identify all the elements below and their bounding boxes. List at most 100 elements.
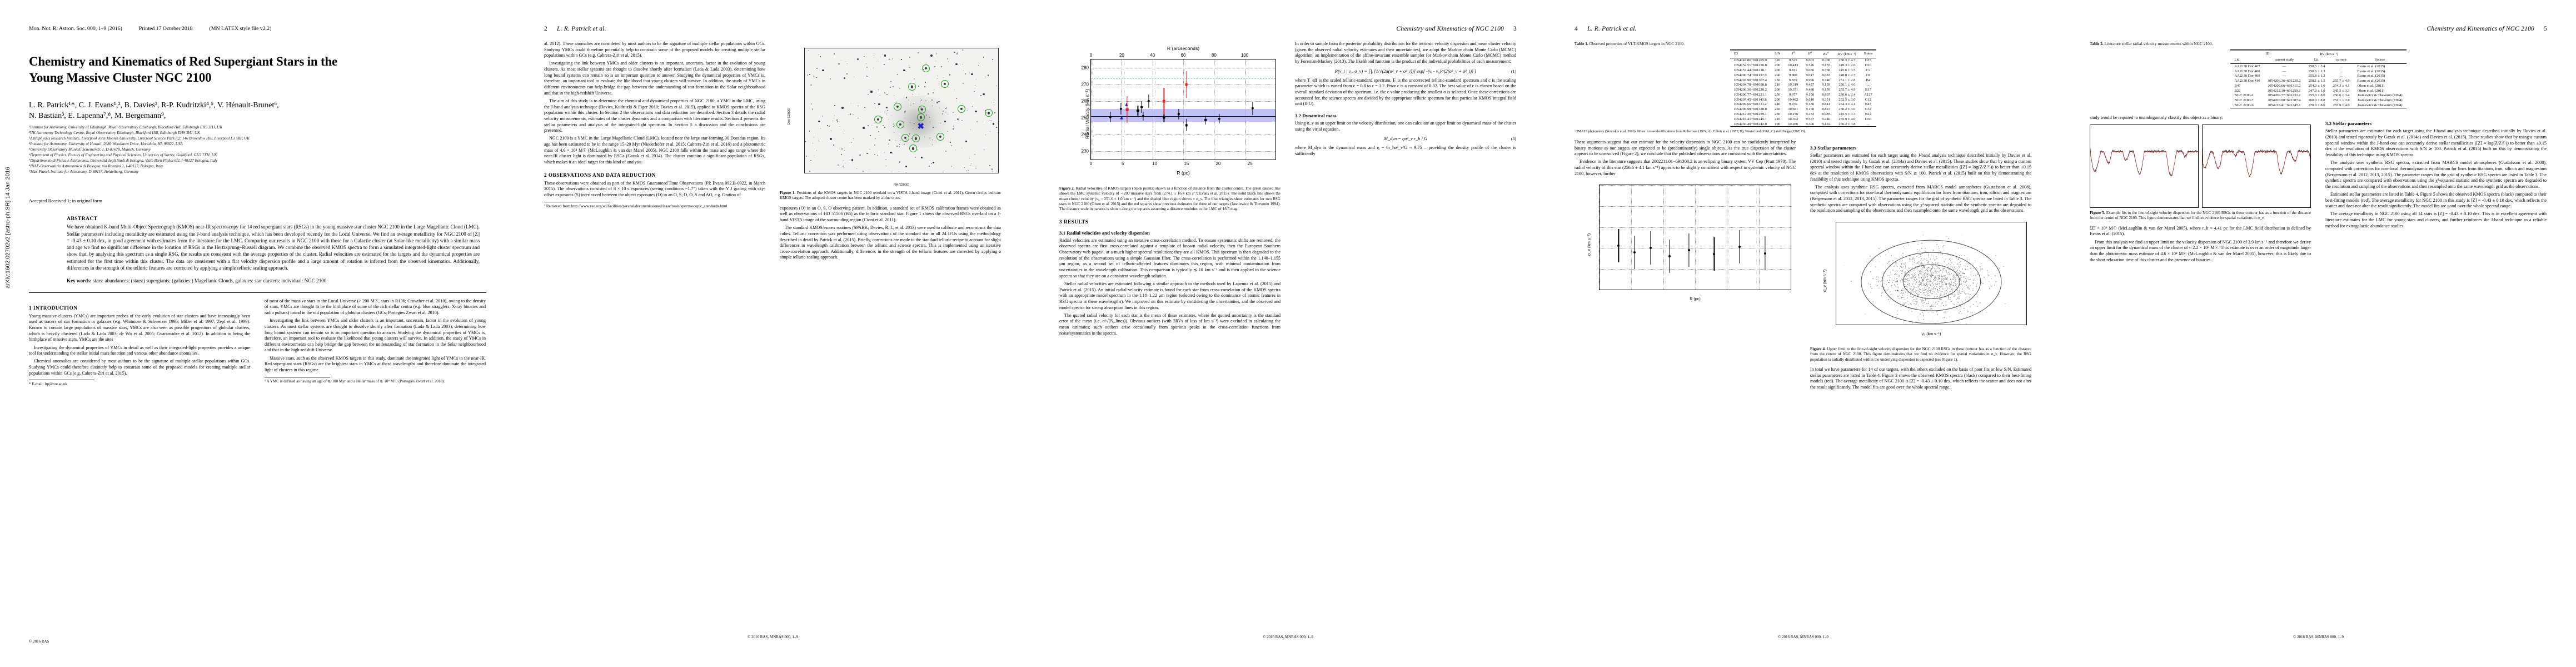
table-2: ID RV (km s⁻¹) Lit. current study Lit. curren… — [2230, 49, 2406, 109]
page-number: 2 — [544, 26, 547, 32]
data-point-square — [1125, 108, 1129, 111]
bright-field-star — [822, 69, 824, 72]
running-head-text: Chemistry and Kinematics of NGC 2100 — [2426, 26, 2534, 32]
field-star — [843, 160, 845, 161]
table-cell: 250.6 ± 3.4 — [1838, 92, 1856, 97]
field-star — [805, 141, 806, 142]
table-row: NGC 2100-7 J054203.90−691307.4 260.0 ± 8.0… — [2230, 98, 2406, 103]
subsection-heading-stellar-parameters: 3.3 Stellar parameters — [2325, 121, 2372, 127]
field-star — [857, 105, 859, 107]
running-head: Chemistry and Kinematics of NGC 2100 5 — [2090, 26, 2547, 33]
field-star — [909, 56, 910, 58]
paragraph: The average metallicity in NGC 2100 usin… — [2325, 211, 2547, 228]
figure-2-xlabel-bottom: R (pc) — [1177, 170, 1190, 176]
paragraph: In total we have parameters for 14 of ou… — [1810, 367, 2031, 390]
table-cell: 255.8 ± 1.2 — [2308, 74, 2325, 78]
data-point-circle — [1142, 115, 1145, 118]
figure-5-plot — [2090, 125, 2311, 208]
table-cell: 248.8 ± 2.7 — [1838, 73, 1856, 77]
table-cell: 250 — [1775, 92, 1781, 97]
table-cell: 249.3 ± 2.6 — [1838, 63, 1856, 68]
table-cell: J054203.90−691307.4 — [1733, 78, 1767, 82]
posterior-sample-point — [1970, 322, 1971, 324]
table-row: B47 J054209.66−691311.2 254.0 ± 1.0 254.3 ±… — [2230, 83, 2406, 88]
running-head-text: Chemistry and Kinematics of NGC 2100 — [1396, 26, 1504, 32]
kmos-target-circle — [908, 83, 916, 91]
posterior-sample-point — [1892, 317, 1894, 318]
abstract-block: ABSTRACT We have obtained K-band Multi-O… — [29, 216, 486, 285]
page-5: Chemistry and Kinematics of NGC 2100 5 T… — [2061, 0, 2576, 667]
field-star — [929, 165, 930, 167]
table-cell: Evans et al. (2015) — [2357, 79, 2385, 83]
field-star — [834, 105, 835, 106]
field-star — [914, 123, 915, 125]
table-1-header: S/N — [1774, 52, 1781, 56]
field-star — [869, 149, 870, 150]
field-star — [870, 135, 871, 137]
field-star — [899, 140, 901, 142]
field-star — [841, 154, 842, 156]
field-star — [974, 154, 975, 155]
table-cell: 9.159 — [1822, 83, 1831, 87]
table-cell: 9.396 — [1806, 122, 1815, 126]
field-star — [932, 127, 934, 128]
column-left: These arguments suggest that our estimat… — [1575, 140, 1796, 313]
figure-3-ylabel: σ_v (km s⁻¹) — [1586, 233, 1592, 256]
table-cell: J054204.78−691058.8 — [1733, 83, 1767, 87]
field-star — [956, 52, 958, 53]
table-cell: 10.413 — [1788, 63, 1798, 68]
field-star — [878, 61, 880, 62]
field-star — [888, 143, 890, 145]
field-star — [931, 99, 933, 101]
field-star — [954, 52, 955, 53]
affiliation-7: ⁷Dipartimento di Fisica e Astronomia, Un… — [29, 158, 218, 163]
affiliation-1: ¹Institute for Astronomy, University of … — [29, 125, 223, 130]
kmos-target-circle — [984, 109, 993, 117]
field-star — [956, 98, 957, 99]
table-cell: 256.1 ± 4.0 — [1838, 83, 1856, 87]
column-right: of most of the massive stars in the Loca… — [265, 298, 486, 384]
figure-2-ytick: 260 — [1081, 98, 1089, 104]
field-star — [942, 113, 944, 115]
field-star — [924, 82, 926, 83]
figure-3-xlabel: R (pc) — [1690, 296, 1701, 302]
field-star — [805, 155, 807, 157]
kmos-target-circle — [916, 113, 925, 122]
table-cell: 200 — [1775, 63, 1781, 68]
running-head-text: L. R. Patrick et al. — [1587, 26, 1637, 32]
paragraph: Radial velocities are estimated using an… — [1059, 237, 1280, 278]
paragraph: In order to sample from the posterior pr… — [1295, 41, 1516, 64]
data-point-circle — [1633, 251, 1636, 253]
table-row: J054209.66−691311.2 240 9.976 9.136 8.841 254… — [1730, 102, 1876, 107]
affiliation-4: ⁴Institute for Astronomy, University of … — [29, 141, 183, 146]
field-star — [834, 115, 835, 116]
table-1-wrapper: ID S/N Ja Ha Kₕa RV (km s⁻¹) Notes J054147.86−6… — [1575, 49, 2032, 134]
field-star — [866, 66, 868, 68]
table-cell: 254.3 ± 4.1 — [1838, 102, 1856, 107]
data-point-circle — [1204, 118, 1207, 122]
table-cell: J054209.66−691311.2 — [1733, 102, 1767, 107]
field-star — [876, 126, 878, 128]
field-star — [933, 92, 934, 93]
gridline-vertical — [1758, 185, 1760, 290]
table-cell: 250.2 ± 3.0 — [1838, 107, 1856, 112]
field-star — [874, 153, 876, 155]
equation-1-tag: (1) — [1511, 68, 1516, 74]
data-point-circle — [1687, 248, 1690, 251]
table-cell: Olsen et al. (2011) — [2357, 88, 2385, 93]
data-point-circle — [1163, 116, 1165, 120]
field-star — [859, 155, 861, 156]
column-right: In order to sample from the posterior pr… — [1295, 41, 1516, 159]
data-point-triangle — [1124, 103, 1128, 106]
column-left: al. 2012). These anomalies are considere… — [544, 41, 765, 209]
field-star — [886, 94, 888, 96]
field-star — [961, 49, 963, 51]
field-star — [991, 120, 993, 121]
field-star — [846, 73, 848, 74]
field-star — [844, 150, 845, 151]
table-cell: 10.156 — [1788, 112, 1798, 116]
subsection-heading-radial-velocities: 3.1 Radial velocities and velocity dispe… — [1059, 230, 1150, 236]
bright-field-star — [992, 123, 994, 125]
field-star — [877, 106, 879, 108]
